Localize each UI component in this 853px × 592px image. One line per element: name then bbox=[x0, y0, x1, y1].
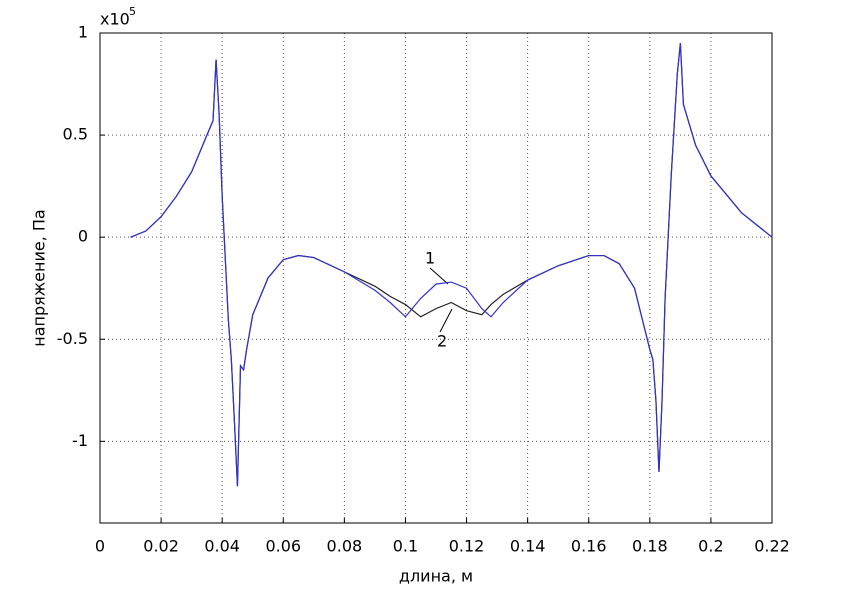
x-tick-label: 0.22 bbox=[754, 537, 790, 556]
annotation: 1 bbox=[425, 249, 435, 268]
x-tick-label: 0.14 bbox=[510, 537, 546, 556]
x-tick-label: 0.16 bbox=[571, 537, 607, 556]
x-tick-label: 0 bbox=[95, 537, 105, 556]
x-tick-label: 0.04 bbox=[204, 537, 240, 556]
x-tick-label: 0.2 bbox=[698, 537, 723, 556]
x-axis-label: длина, м bbox=[399, 567, 473, 586]
x-tick-label: 0.1 bbox=[393, 537, 418, 556]
annotation: 2 bbox=[437, 332, 447, 351]
y-tick-label: 0 bbox=[78, 227, 88, 246]
y-tick-label: -0.5 bbox=[57, 329, 88, 348]
x-tick-label: 0.18 bbox=[632, 537, 668, 556]
y-tick-label: 0.5 bbox=[63, 125, 88, 144]
x-tick-label: 0.12 bbox=[449, 537, 485, 556]
annotation-leader bbox=[439, 308, 453, 333]
series-line bbox=[130, 43, 773, 487]
x-tick-label: 0.06 bbox=[265, 537, 301, 556]
series-line bbox=[130, 43, 773, 487]
y-tick-label: -1 bbox=[72, 431, 88, 450]
y-tick-label: 1 bbox=[78, 23, 88, 42]
plot-frame bbox=[99, 32, 773, 524]
annotation-leader bbox=[429, 267, 449, 285]
y-axis-label: напряжение, Па bbox=[30, 209, 49, 346]
y-multiplier: x10 bbox=[100, 10, 130, 29]
x-tick-label: 0.02 bbox=[143, 537, 179, 556]
y-multiplier-exponent: 5 bbox=[129, 5, 136, 18]
x-tick-label: 0.08 bbox=[327, 537, 363, 556]
